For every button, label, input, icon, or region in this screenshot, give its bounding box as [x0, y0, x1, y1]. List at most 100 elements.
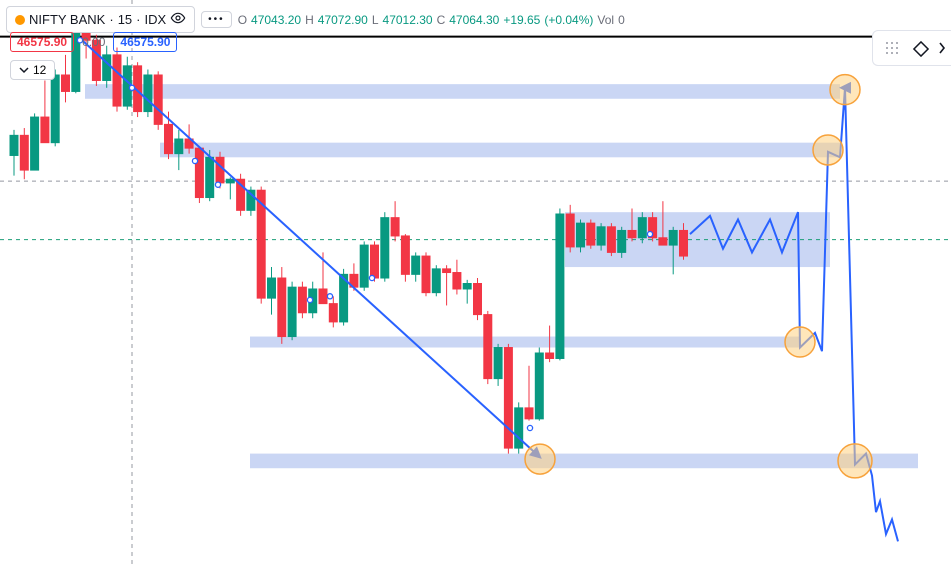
trend-line[interactable] [80, 38, 540, 457]
anchor-dot[interactable] [527, 425, 532, 430]
candle-body [103, 55, 111, 81]
close-label: C [437, 13, 446, 27]
high-val: 47072.90 [318, 13, 368, 27]
candle-body [195, 148, 203, 197]
candle-body [680, 230, 688, 256]
more-tool-icon[interactable] [935, 35, 949, 61]
candle-body [216, 157, 224, 183]
price-mid: 0.00 [82, 35, 105, 49]
candle-body [463, 284, 471, 289]
candle-body [288, 287, 296, 336]
candle-body [659, 238, 667, 245]
candle-body [638, 218, 646, 238]
candle-body [401, 236, 409, 274]
candle-body [515, 408, 523, 448]
symbol-dot-icon [15, 15, 25, 25]
candle-body [329, 304, 337, 322]
candle-body [432, 269, 440, 293]
candle-body [618, 230, 626, 252]
candle-body [443, 269, 451, 273]
symbol-box[interactable]: NIFTY BANK · 15 · IDX [6, 6, 195, 33]
candle-body [669, 230, 677, 245]
ohlc-readout: O47043.20 H47072.90 L47012.30 C47064.30 … [238, 13, 625, 27]
shape-tool-icon[interactable] [907, 35, 933, 61]
candle-body [319, 289, 327, 304]
price-zone[interactable] [85, 84, 840, 99]
high-label: H [305, 13, 314, 27]
vol-val: 0 [618, 13, 625, 27]
visible-bars-dropdown[interactable]: 12 [10, 60, 55, 80]
target-marker[interactable] [525, 444, 555, 474]
candle-body [607, 227, 615, 253]
candle-body [206, 157, 214, 197]
target-marker[interactable] [838, 444, 872, 478]
anchor-dot[interactable] [647, 232, 652, 237]
candle-body [412, 256, 420, 274]
price-box-blue[interactable]: 46575.90 [113, 32, 177, 52]
indicator-pricebar: 46575.90 0.00 46575.90 [10, 32, 177, 52]
anchor-dot[interactable] [307, 297, 312, 302]
low-label: L [372, 13, 379, 27]
candle-body [360, 245, 368, 287]
eye-icon[interactable] [170, 10, 186, 29]
candle-body [268, 278, 276, 298]
dot-sep: · [136, 12, 140, 27]
candle-body [20, 135, 28, 170]
candle-body [381, 218, 389, 278]
candle-body [278, 278, 286, 337]
candle-body [165, 124, 173, 153]
more-button[interactable]: ••• [201, 11, 232, 28]
anchor-dot[interactable] [192, 158, 197, 163]
anchor-dot[interactable] [129, 85, 134, 90]
interval-text: 15 [118, 12, 132, 27]
candle-body [474, 284, 482, 315]
candle-body [175, 139, 183, 154]
chart-canvas[interactable] [0, 0, 951, 567]
visible-bars-value: 12 [33, 63, 46, 77]
candle-body [371, 245, 379, 278]
low-val: 47012.30 [383, 13, 433, 27]
candle-body [51, 75, 59, 143]
open-val: 47043.20 [251, 13, 301, 27]
price-zone[interactable] [160, 143, 840, 158]
magnet-icon[interactable] [879, 35, 905, 61]
anchor-dot[interactable] [327, 294, 332, 299]
candle-body [391, 218, 399, 236]
candle-body [31, 117, 39, 170]
target-marker[interactable] [813, 135, 843, 165]
candle-body [41, 117, 49, 143]
anchor-dot[interactable] [215, 182, 220, 187]
vol-label: Vol [597, 13, 614, 27]
candle-body [535, 353, 543, 419]
candle-body [504, 348, 512, 449]
price-zone[interactable] [250, 337, 800, 348]
candle-body [298, 287, 306, 313]
candle-body [525, 408, 533, 419]
change-pct: (+0.04%) [544, 13, 593, 27]
target-marker[interactable] [785, 327, 815, 357]
candle-body [494, 348, 502, 379]
candle-body [113, 55, 121, 106]
close-val: 47064.30 [449, 13, 499, 27]
candle-body [587, 223, 595, 245]
candle-body [144, 75, 152, 112]
price-zone[interactable] [250, 454, 918, 469]
candle-body [10, 135, 18, 155]
candle-body [453, 273, 461, 289]
dot-sep: · [109, 12, 113, 27]
price-box-red[interactable]: 46575.90 [10, 32, 74, 52]
change-val: +19.65 [503, 13, 540, 27]
open-label: O [238, 13, 247, 27]
target-marker[interactable] [830, 75, 860, 105]
candle-body [556, 214, 564, 358]
chart-header: NIFTY BANK · 15 · IDX ••• O 47043.20 H 470… [6, 6, 625, 33]
anchor-dot[interactable] [369, 275, 374, 280]
chevron-down-icon [19, 65, 29, 75]
drawing-toolbar [872, 30, 951, 66]
candle-body [566, 214, 574, 247]
candle-body [154, 75, 162, 124]
candle-body [628, 230, 636, 237]
candle-body [577, 223, 585, 247]
exchange-text: IDX [145, 12, 167, 27]
candle-body [546, 353, 554, 358]
